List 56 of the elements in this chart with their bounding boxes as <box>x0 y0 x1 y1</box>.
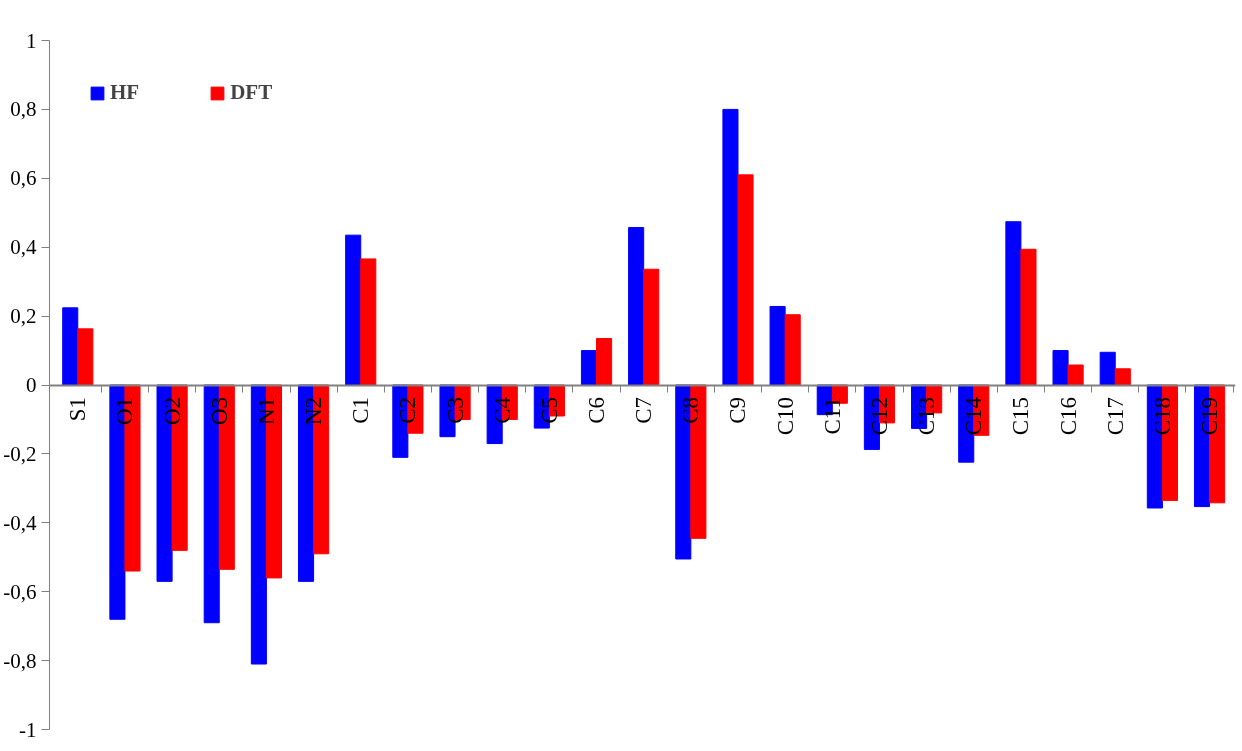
x-tick-label: C15 <box>1008 397 1034 436</box>
bar <box>1005 221 1022 386</box>
legend-label: HF <box>110 80 140 105</box>
x-tick-label: C5 <box>536 397 562 424</box>
bar <box>643 268 660 386</box>
bar <box>737 174 754 386</box>
y-tick-label: -0,4 <box>3 510 37 535</box>
bar <box>62 307 79 386</box>
x-tick-label: C13 <box>914 397 940 436</box>
x-tick-label: N1 <box>253 396 279 426</box>
bar <box>1020 248 1037 386</box>
x-tick-label: C18 <box>1149 397 1175 436</box>
x-tick-label: C9 <box>725 397 751 424</box>
x-tick-label: C1 <box>348 397 374 424</box>
x-tick-label: O1 <box>112 396 138 426</box>
x-tick-label: C7 <box>631 397 657 424</box>
bar <box>77 328 94 386</box>
bar <box>1099 351 1116 386</box>
bar <box>345 234 362 386</box>
bar <box>722 108 739 386</box>
y-tick-label: -0,6 <box>3 579 37 604</box>
y-tick-label: 0,4 <box>10 235 37 260</box>
x-tick-label: C16 <box>1055 397 1081 436</box>
y-tick-label: 1 <box>26 28 37 53</box>
x-tick-label: C4 <box>489 396 515 424</box>
x-tick-label: C19 <box>1197 397 1223 436</box>
y-tick-label: 0 <box>26 373 37 397</box>
bar <box>596 337 613 386</box>
x-tick-label: C8 <box>678 397 704 424</box>
x-tick-label: C11 <box>819 396 845 435</box>
x-tick-label: O2 <box>159 396 185 426</box>
y-tick-label: 0,6 <box>10 166 37 191</box>
x-tick-label: C12 <box>866 397 892 436</box>
y-tick-label: -0,8 <box>3 648 37 673</box>
x-tick-label: C10 <box>772 397 798 436</box>
y-tick-label: -0,2 <box>3 441 37 466</box>
bar <box>784 314 801 386</box>
x-tick-label: C17 <box>1102 397 1128 436</box>
x-tick-label: C14 <box>961 396 987 436</box>
bar <box>1114 368 1131 386</box>
bar <box>360 258 377 386</box>
legend-label: DFT <box>230 80 273 105</box>
bar <box>628 227 645 386</box>
x-tick-label: N2 <box>301 396 327 426</box>
bar <box>1067 364 1084 386</box>
x-tick-label: C3 <box>442 397 468 424</box>
bar <box>1052 350 1069 386</box>
x-tick-label: C6 <box>584 397 610 424</box>
bar <box>580 350 598 386</box>
x-tick-label: S1 <box>65 396 91 422</box>
x-tick-label: C2 <box>395 397 421 424</box>
y-tick-label: -1 <box>19 717 37 742</box>
y-tick-label: 0,8 <box>10 97 37 122</box>
bar <box>769 305 786 386</box>
y-tick-label: 0,2 <box>10 304 37 329</box>
x-tick-label: O3 <box>206 396 232 426</box>
